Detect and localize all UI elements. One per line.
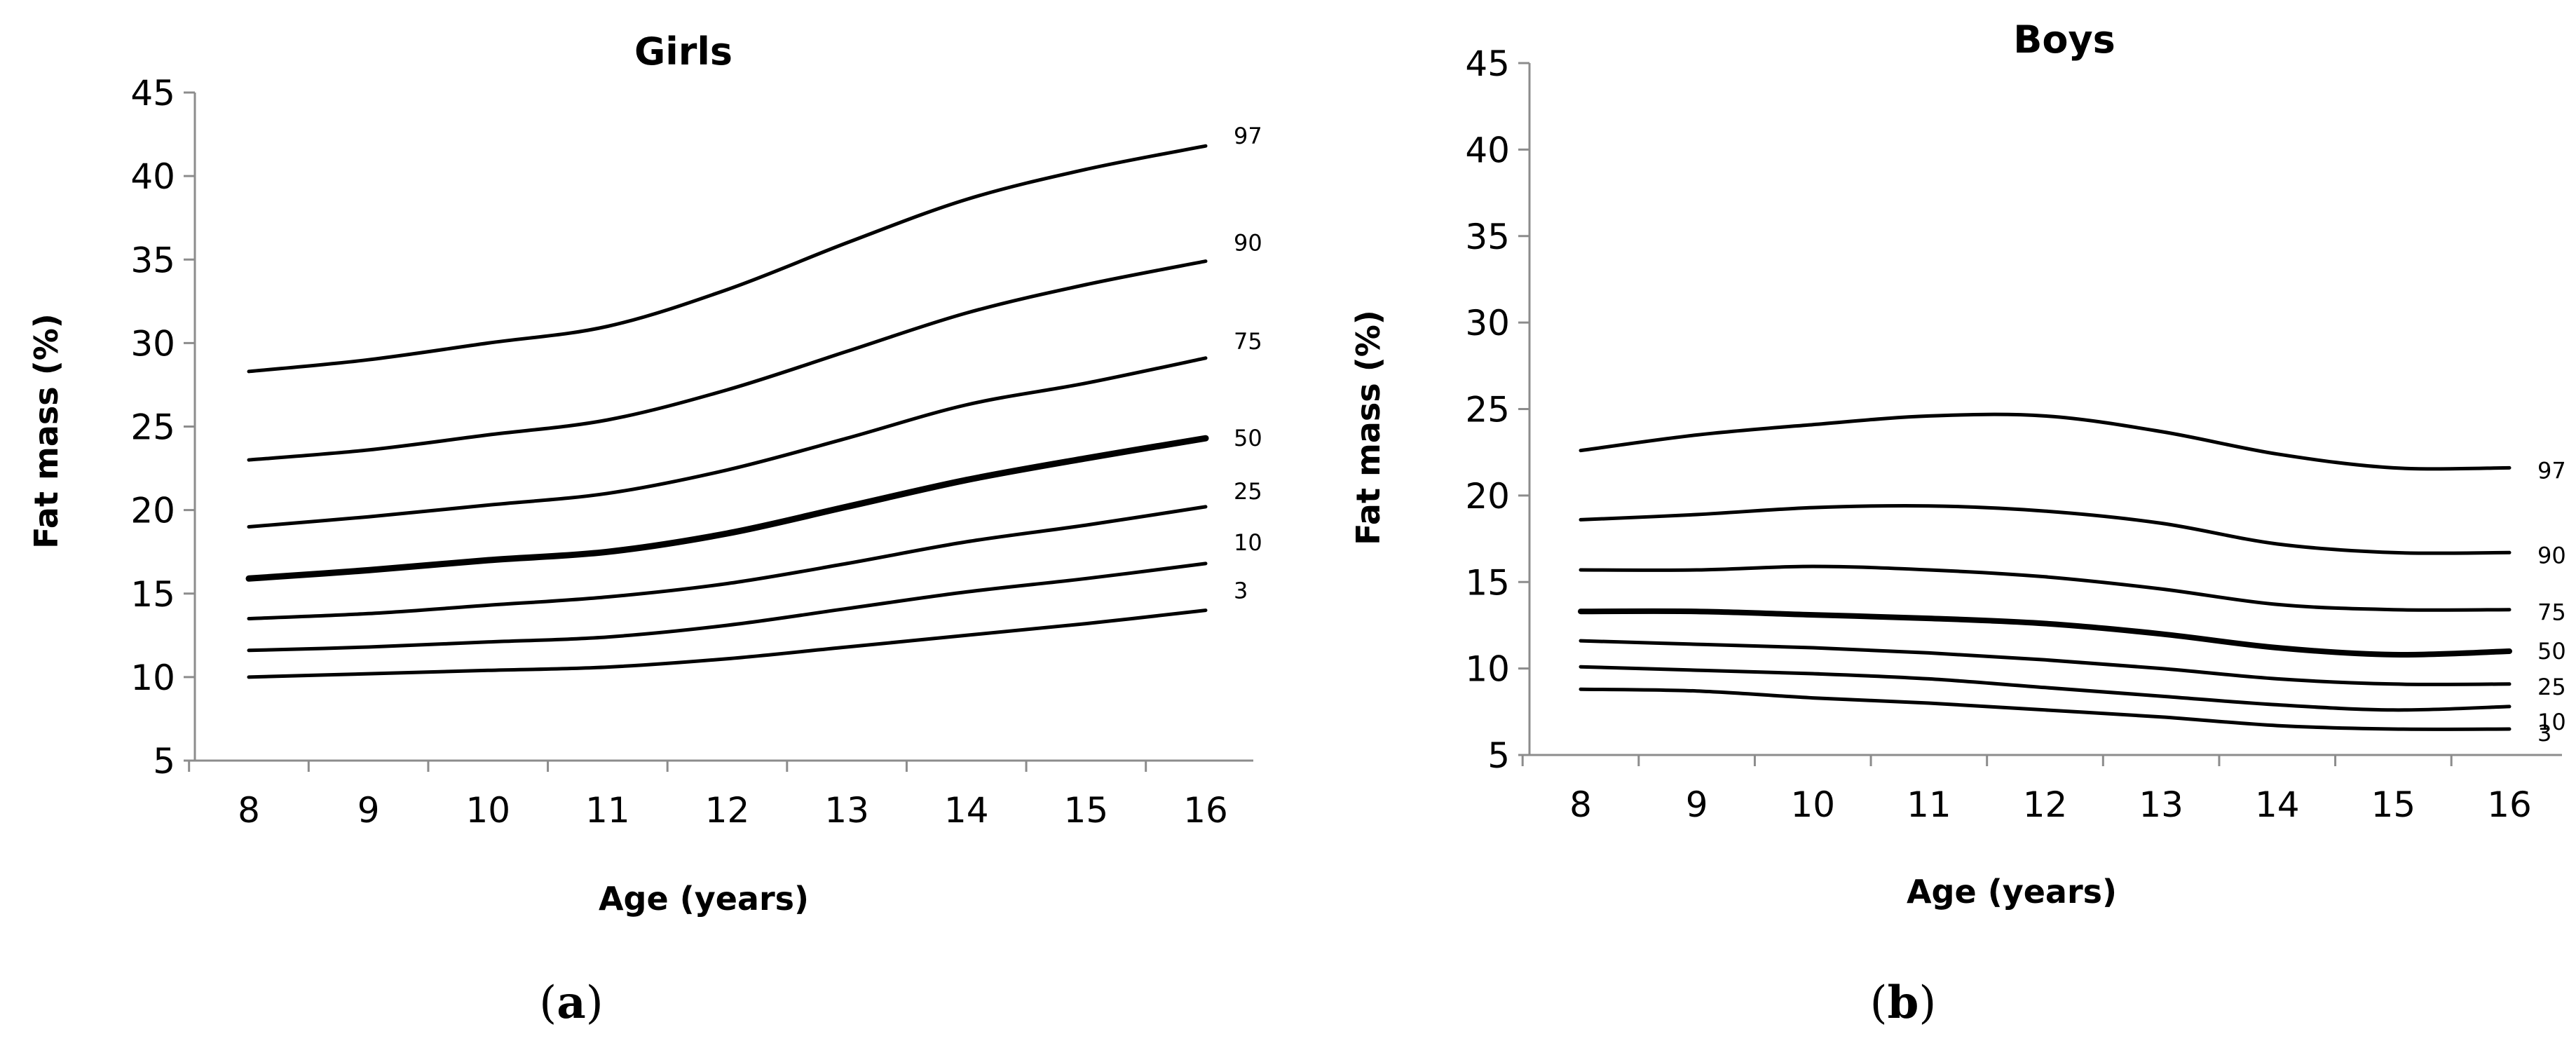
girls-series-25-label: 25 [1234, 478, 1262, 505]
boys-x-tick-label: 13 [2139, 784, 2183, 825]
girls-x-axis-label: Age (years) [599, 880, 809, 918]
boys-y-tick-label: 45 [1465, 43, 1510, 84]
girls-y-tick-label: 40 [130, 156, 175, 197]
girls-series-50-line [245, 435, 1209, 582]
boys-y-tick-label: 35 [1465, 217, 1510, 257]
boys-x-tick-label: 12 [2023, 784, 2068, 825]
girls-x-tick-label: 16 [1183, 790, 1228, 831]
girls-x-tick-label: 14 [944, 790, 989, 831]
boys-series-3-label: 3 [2537, 720, 2551, 747]
boys-panel-letter: b [1888, 976, 1919, 1029]
boys-series-97-line [1579, 412, 2512, 471]
boys-plot-area: 5 10 15 20 25 30 35 40 45 8 9 10 11 12 13 14 15 16 97 90 75 5… [1465, 43, 2565, 825]
girls-series-25-line [247, 505, 1208, 620]
girls-series-50-label: 50 [1234, 425, 1262, 451]
boys-x-tick-label: 11 [1907, 784, 1951, 825]
girls-y-tick-label: 20 [130, 491, 175, 531]
boys-series-50-line [1578, 608, 2512, 658]
girls-panel-letter: a [557, 976, 585, 1029]
boys-series-75-label: 75 [2537, 599, 2566, 626]
girls-x-tick-label: 9 [357, 790, 380, 831]
boys-panel-label: (b) [1870, 976, 1937, 1029]
girls-series-75-line [247, 356, 1208, 529]
girls-series-90-line [247, 259, 1208, 462]
boys-x-tick-label: 15 [2371, 784, 2416, 825]
girls-series-97-line [247, 144, 1208, 374]
boys-panel: Boys Fat mass (%) Age (years) (b) 5 10 15 2… [1349, 18, 2566, 1029]
girls-series-97-label: 97 [1234, 123, 1262, 149]
girls-plot-area: 5 10 15 20 25 30 35 40 45 8 9 10 11 12 13 14 15 16 97 90 75 5… [130, 73, 1262, 831]
girls-series-75-label: 75 [1234, 328, 1262, 355]
girls-y-tick-label: 5 [153, 741, 175, 782]
boys-series-90-line [1579, 503, 2512, 555]
girls-y-tick-label: 30 [130, 323, 175, 364]
girls-y-tick-label: 25 [130, 407, 175, 448]
boys-x-tick-label: 14 [2255, 784, 2300, 825]
girls-panel: Girls Fat mass (%) Age (years) (a) 5 10 15… [27, 29, 1262, 1029]
boys-y-tick-label: 15 [1465, 562, 1510, 603]
girls-x-tick-label: 11 [585, 790, 630, 831]
girls-series-3-line [247, 608, 1208, 679]
girls-series-90-label: 90 [1234, 230, 1262, 257]
boys-chart-title: Boys [2013, 18, 2115, 62]
boys-series-25-line [1579, 639, 2512, 686]
boys-series-10-label: 10 [2537, 709, 2566, 735]
boys-y-tick-label: 10 [1465, 649, 1510, 690]
girls-series-10-label: 10 [1234, 529, 1262, 556]
girls-panel-label: (a) [539, 976, 603, 1029]
boys-series-10-line [1579, 665, 2512, 712]
boys-x-axis-label: Age (years) [1907, 873, 2117, 911]
boys-series-25-label: 25 [2537, 674, 2566, 700]
boys-y-tick-label: 5 [1487, 735, 1510, 776]
girls-y-tick-label: 10 [130, 658, 175, 698]
boys-y-axis-label: Fat mass (%) [1349, 310, 1387, 545]
boys-series-97-label: 97 [2537, 457, 2566, 484]
boys-series-50-label: 50 [2537, 638, 2566, 665]
girls-x-tick-label: 12 [705, 790, 750, 831]
girls-y-tick-label: 45 [130, 73, 175, 114]
girls-x-tick-label: 10 [465, 790, 510, 831]
boys-x-tick-label: 9 [1686, 784, 1708, 825]
boys-y-tick-label: 25 [1465, 390, 1510, 430]
boys-x-tick-label: 16 [2487, 784, 2532, 825]
boys-series-90-label: 90 [2537, 542, 2566, 569]
boys-x-tick-label: 10 [1790, 784, 1835, 825]
girls-x-tick-label: 8 [238, 790, 260, 831]
girls-y-axis-label: Fat mass (%) [27, 313, 65, 549]
boys-series-3-line [1579, 687, 2512, 731]
girls-chart-title: Girls [634, 29, 732, 74]
girls-y-tick-label: 35 [130, 240, 175, 280]
girls-x-tick-label: 13 [824, 790, 869, 831]
boys-series-75-line [1579, 564, 2512, 612]
boys-y-tick-label: 40 [1465, 130, 1510, 170]
boys-y-tick-label: 30 [1465, 303, 1510, 343]
boys-x-tick-label: 8 [1569, 784, 1592, 825]
girls-series-3-label: 3 [1234, 578, 1248, 604]
girls-y-tick-label: 15 [130, 574, 175, 615]
girls-x-tick-label: 15 [1064, 790, 1109, 831]
boys-y-tick-label: 20 [1465, 476, 1510, 517]
girls-series-10-line [247, 562, 1208, 653]
